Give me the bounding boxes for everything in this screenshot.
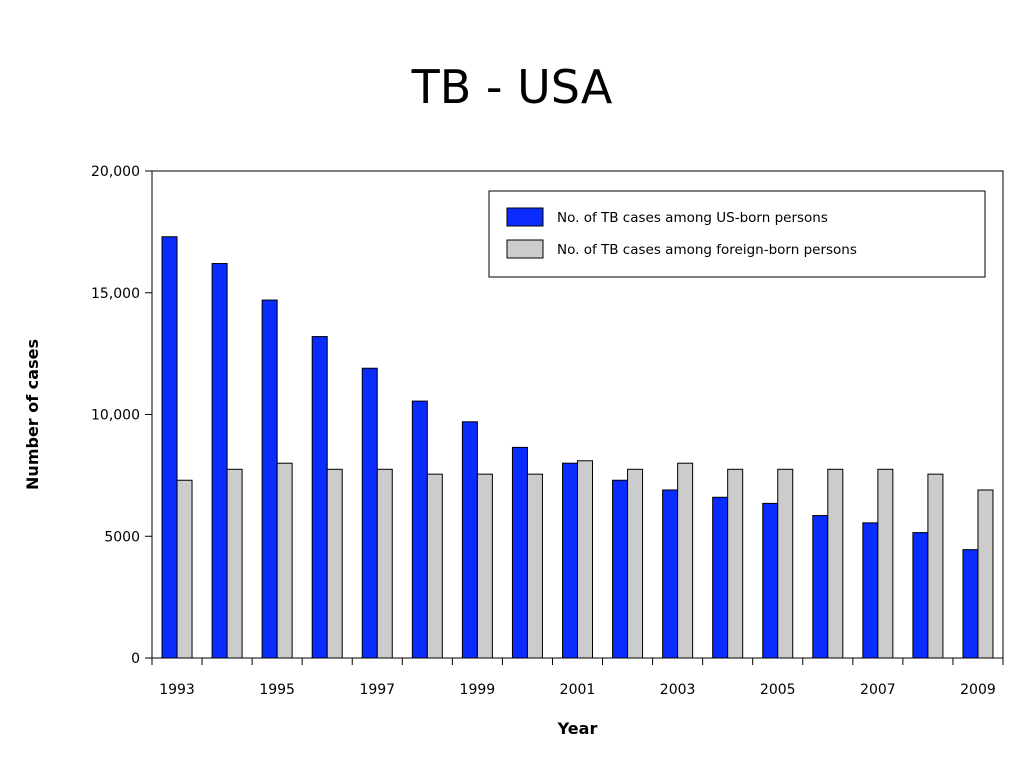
legend: No. of TB cases among US-born persons No.… bbox=[488, 190, 986, 278]
y-tick-label: 15,000 bbox=[91, 286, 140, 302]
us-born-bar-2002 bbox=[612, 479, 629, 659]
foreign-born-bar-2007 bbox=[877, 468, 894, 659]
foreign-born-bar-1994 bbox=[226, 468, 243, 659]
x-tick-label: 2001 bbox=[560, 682, 596, 698]
us-born-bar-2007 bbox=[862, 522, 879, 659]
legend-box bbox=[488, 190, 986, 278]
us-born-bar-1994 bbox=[211, 263, 228, 659]
us-born-bar-1993 bbox=[161, 236, 178, 659]
us-born-bar-1996 bbox=[311, 336, 328, 659]
foreign-born-bar-2009 bbox=[977, 489, 994, 659]
y-tick-label: 20,000 bbox=[91, 164, 140, 180]
y-axis: 0 5000 10,000 15,000 20,000 bbox=[91, 164, 152, 667]
us-born-bar-2009 bbox=[962, 549, 979, 659]
x-tick-label: 2009 bbox=[960, 682, 996, 698]
legend-swatch-foreign-born bbox=[506, 239, 544, 259]
x-tick-label: 1999 bbox=[460, 682, 496, 698]
legend-swatch-us-born bbox=[506, 207, 544, 227]
us-born-bar-1998 bbox=[411, 400, 428, 659]
legend-label-us-born: No. of TB cases among US-born persons bbox=[557, 210, 828, 226]
x-tick-label: 2007 bbox=[860, 682, 896, 698]
foreign-born-bar-1997 bbox=[376, 468, 393, 659]
foreign-born-bar-2006 bbox=[827, 468, 844, 659]
foreign-born-bar-2005 bbox=[777, 468, 794, 659]
foreign-born-bar-1996 bbox=[326, 468, 343, 659]
us-born-bar-2001 bbox=[562, 462, 578, 659]
us-born-bar-2003 bbox=[662, 489, 679, 659]
foreign-born-bar-2008 bbox=[927, 473, 944, 659]
x-axis: 1993 1995 1997 1999 2001 2003 2005 2007 2009 bbox=[151, 658, 1004, 698]
us-born-bar-2000 bbox=[511, 446, 528, 659]
foreign-born-bar-2001 bbox=[577, 460, 593, 659]
foreign-born-bar-2002 bbox=[627, 468, 644, 659]
y-tick-label: 0 bbox=[131, 651, 140, 667]
x-tick-label: 1993 bbox=[159, 682, 195, 698]
foreign-born-bar-1993 bbox=[176, 479, 193, 659]
x-tick-label: 1997 bbox=[359, 682, 395, 698]
foreign-born-bar-2000 bbox=[526, 473, 543, 659]
foreign-born-bar-1999 bbox=[476, 473, 493, 659]
x-tick-label: 2005 bbox=[760, 682, 796, 698]
y-tick-label: 10,000 bbox=[91, 408, 140, 424]
foreign-born-bar-2004 bbox=[727, 468, 744, 659]
us-born-bar-1999 bbox=[461, 421, 478, 659]
us-born-bar-2008 bbox=[912, 532, 929, 659]
us-born-bar-1995 bbox=[261, 299, 278, 659]
foreign-born-bar-1995 bbox=[276, 462, 293, 659]
x-tick-label: 1995 bbox=[259, 682, 295, 698]
us-born-bar-2006 bbox=[812, 515, 829, 659]
x-axis-title: Year bbox=[557, 719, 598, 738]
us-born-bar-1997 bbox=[361, 367, 378, 659]
y-tick-label: 5000 bbox=[104, 529, 140, 545]
y-axis-title: Number of cases bbox=[23, 339, 42, 490]
foreign-born-bar-2003 bbox=[677, 462, 694, 659]
bars bbox=[161, 236, 994, 659]
x-tick-label: 2003 bbox=[660, 682, 696, 698]
us-born-bar-2004 bbox=[712, 496, 729, 659]
legend-label-foreign-born: No. of TB cases among foreign-born perso… bbox=[557, 242, 857, 258]
slide-title: TB - USA bbox=[411, 60, 613, 114]
us-born-bar-2005 bbox=[762, 502, 779, 659]
foreign-born-bar-1998 bbox=[426, 473, 443, 659]
